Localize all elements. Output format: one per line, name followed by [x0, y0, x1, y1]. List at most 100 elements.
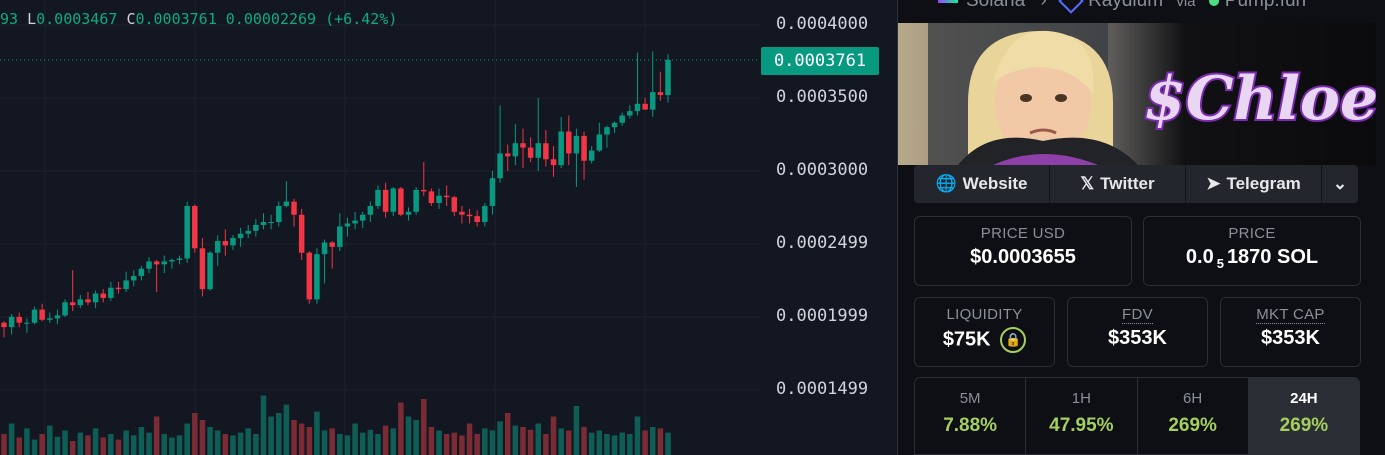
candle-body — [459, 211, 465, 215]
candle-body — [413, 189, 419, 212]
dex-link[interactable]: Raydium — [1088, 0, 1164, 11]
volume-bar — [39, 434, 45, 455]
candle-body — [8, 316, 15, 328]
candle-body — [123, 280, 129, 290]
breadcrumb: Solana › Raydium via Pump.fun — [938, 0, 1307, 14]
candle-body — [535, 143, 542, 158]
tab-change-value: 269% — [1168, 415, 1217, 436]
candle-body — [47, 318, 53, 320]
volume-bar — [153, 416, 160, 455]
volume-bar — [283, 404, 290, 455]
volume-bar — [459, 435, 465, 455]
lock-icon[interactable]: 🔒 — [1000, 327, 1027, 353]
price-tick: 0.0003500 — [776, 87, 869, 107]
tab-24h[interactable]: 24H 269% — [1248, 378, 1359, 454]
volume-bar — [192, 413, 198, 455]
price-tick: 0.0003000 — [776, 160, 869, 180]
candle-body — [31, 309, 38, 323]
volume-bar — [230, 435, 236, 455]
volume-bar — [497, 421, 503, 455]
volume-bar — [85, 435, 91, 455]
price-usd-value: $0.0003655 — [970, 246, 1076, 268]
pumpfun-icon — [1208, 0, 1219, 6]
candle-body — [314, 254, 320, 300]
mktcap-label[interactable]: MKT CAP — [1256, 306, 1325, 324]
volume-bar — [329, 428, 335, 455]
volume-bar — [611, 435, 618, 455]
tab-label: 5M — [959, 390, 981, 407]
candle-body — [92, 293, 99, 303]
candle-body — [443, 195, 450, 198]
volume-bar — [352, 423, 358, 455]
volume-bar — [566, 430, 572, 455]
candle-body — [428, 191, 435, 204]
candle-body — [237, 233, 244, 239]
candle-body — [138, 268, 145, 277]
volume-bar — [138, 427, 145, 455]
candle-body — [436, 195, 442, 204]
raydium-icon — [1058, 0, 1084, 14]
candle-body — [520, 143, 526, 148]
telegram-button[interactable]: ➤ Telegram — [1186, 165, 1322, 203]
tab-1h[interactable]: 1H 47.95% — [1026, 378, 1138, 454]
website-button[interactable]: 🌐 Website — [914, 165, 1050, 203]
candle-body — [504, 153, 511, 157]
candle-body — [596, 134, 603, 151]
volume-bar — [8, 423, 15, 455]
candle-body — [298, 214, 305, 253]
volume-bar — [405, 416, 412, 455]
volume-bar — [535, 423, 542, 455]
volume-bar — [268, 416, 274, 455]
candle-body — [184, 205, 190, 259]
candle-body — [214, 240, 221, 253]
candle-body — [619, 115, 625, 123]
low-value: 0.0003467 — [36, 10, 118, 28]
tab-5m[interactable]: 5M 7.88% — [915, 378, 1027, 454]
candle-body — [359, 214, 366, 221]
volume-bar — [390, 428, 396, 455]
candle-body — [100, 293, 106, 298]
price-sol-subscript: 5 — [1216, 256, 1224, 271]
volume-bar — [115, 439, 122, 455]
candle-body — [245, 230, 251, 234]
mktcap-value: $353K — [1261, 327, 1320, 349]
candle-body — [291, 201, 297, 215]
candle-body — [153, 261, 160, 265]
twitter-label: Twitter — [1100, 174, 1155, 193]
liquidity-value: $75K — [942, 328, 991, 351]
price-sol-card: PRICE 0.0 5 1870 SOL — [1143, 216, 1361, 286]
social-links: 🌐 Website 𝕏 Twitter ➤ Telegram ⌄ — [914, 165, 1358, 203]
tab-6h[interactable]: 6H 269% — [1138, 378, 1249, 454]
telegram-icon: ➤ — [1206, 174, 1221, 193]
candle-body — [253, 224, 259, 231]
banner-text: $Chloe — [1144, 64, 1376, 134]
solana-icon — [938, 0, 958, 3]
candle-body — [54, 315, 61, 319]
price-chart[interactable]: 93 L0.0003467 C0.0003761 0.00002269 (+6.… — [0, 0, 897, 455]
liquidity-label: LIQUIDITY — [946, 306, 1023, 323]
candle-body — [130, 276, 137, 281]
candle-body — [390, 188, 396, 212]
twitter-button[interactable]: 𝕏 Twitter — [1050, 165, 1186, 203]
price-sol-tail: 1870 SOL — [1226, 246, 1319, 268]
candle-body — [85, 299, 91, 303]
volume-bar — [306, 427, 313, 455]
chain-link[interactable]: Solana — [966, 0, 1026, 11]
volume-bar — [382, 425, 389, 455]
candle-body — [489, 178, 496, 206]
candle-body — [344, 223, 351, 227]
tab-label: 24H — [1290, 390, 1318, 407]
scrollbar[interactable] — [1377, 0, 1385, 455]
liquidity-row: $75K 🔒 — [915, 327, 1054, 353]
launchpad-link[interactable]: Pump.fun — [1224, 0, 1307, 11]
candle-body — [199, 248, 206, 290]
price-tick: 0.0001499 — [776, 379, 869, 399]
volume-bar — [512, 425, 519, 455]
candle-body — [367, 205, 374, 215]
candle-body — [421, 189, 427, 192]
chart-canvas[interactable] — [0, 0, 897, 455]
volume-bar — [245, 428, 251, 455]
more-links-button[interactable]: ⌄ — [1322, 165, 1358, 203]
price-sol-value: 0.0 5 1870 SOL — [1144, 246, 1360, 271]
fdv-label[interactable]: FDV — [1122, 306, 1153, 324]
